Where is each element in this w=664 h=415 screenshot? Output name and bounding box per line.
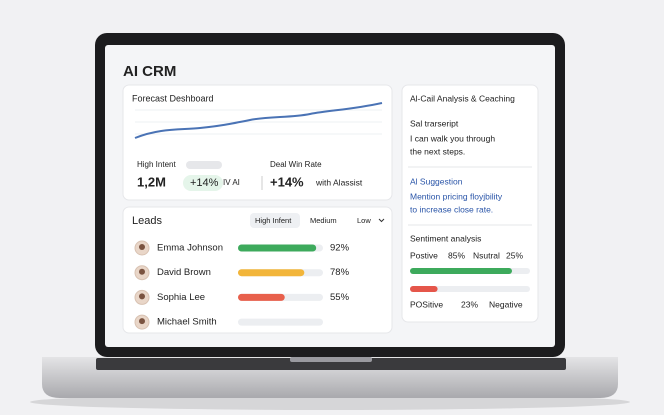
sentiment-value: 85% xyxy=(448,250,465,260)
lead-score: 92% xyxy=(330,243,350,254)
metric-note: IV AI xyxy=(223,178,240,187)
avatar-face xyxy=(139,244,145,250)
metric-value: 1,2M xyxy=(137,174,166,189)
bar-track xyxy=(410,286,530,292)
forecast-card xyxy=(122,84,393,201)
sentiment-name: POSitive xyxy=(410,299,443,309)
lead-score: 55% xyxy=(330,292,350,303)
lead-name: Emma Johnson xyxy=(157,243,223,254)
lead-name: David Brown xyxy=(157,267,211,278)
metric-label: Deal Win Rate xyxy=(270,160,322,169)
section-title: Sal trarseript xyxy=(410,118,459,128)
suggestion-line: Mention pricing floyjbility xyxy=(410,191,503,201)
section-title: Sentiment analysis xyxy=(410,233,481,243)
chevron[interactable] xyxy=(378,218,385,223)
metric-value: +14% xyxy=(270,174,304,189)
sentiment-name: Postive xyxy=(410,250,438,260)
avatar-face xyxy=(139,318,145,325)
filter-label[interactable]: Medium xyxy=(310,216,337,225)
lead-name: Michael Smith xyxy=(157,317,217,328)
card-title: Forecast Deshboard xyxy=(132,93,214,103)
section-title: Al Suggestion xyxy=(410,176,463,186)
metric-label: High Intent xyxy=(137,160,176,169)
notch xyxy=(290,357,372,362)
filter-chip[interactable] xyxy=(250,213,300,228)
sentiment-value: 25% xyxy=(506,250,523,260)
keyboard xyxy=(96,358,566,370)
lead-bar xyxy=(238,244,317,252)
card-title: Leads xyxy=(132,215,162,227)
bar-track xyxy=(238,318,323,326)
sentiment-value: 23% xyxy=(461,299,478,309)
metric-change: +14% xyxy=(190,177,219,189)
lead-bar xyxy=(238,293,285,301)
sentiment-bar xyxy=(410,286,438,292)
analysis-card xyxy=(401,84,539,323)
sentiment-name: Nsutral xyxy=(473,250,500,260)
change-pill xyxy=(183,175,223,191)
lead-name: Sophia Lee xyxy=(157,292,205,303)
placeholder xyxy=(186,161,222,169)
metric-note: with Alassist xyxy=(315,177,363,187)
suggestion-line: to increase close rate. xyxy=(410,204,493,214)
card-title: Al-Cail Analysis & Ceaching xyxy=(410,93,515,103)
filter-label[interactable]: Low xyxy=(357,216,371,225)
lead-bar xyxy=(238,269,305,277)
transcript-line: I can walk you through xyxy=(410,133,495,143)
avatar-face xyxy=(139,293,145,300)
lead-score: 78% xyxy=(330,267,350,278)
sentiment-bar xyxy=(410,268,512,274)
transcript-line: the next steps. xyxy=(410,146,465,156)
avatar-face xyxy=(139,268,145,275)
filter-label[interactable]: High Infent xyxy=(255,216,292,225)
forecast-line xyxy=(134,102,383,139)
app-title: AI CRM xyxy=(123,63,176,80)
sentiment-name: Negative xyxy=(489,299,523,309)
